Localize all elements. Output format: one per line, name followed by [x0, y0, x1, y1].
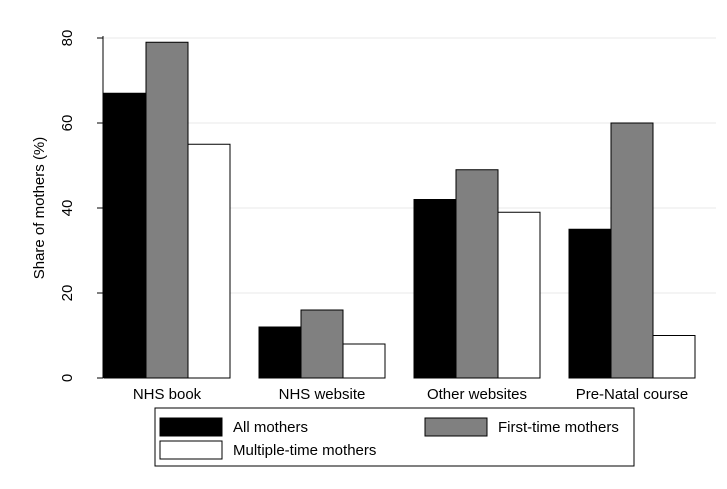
- bar: [145, 41, 189, 379]
- y-tick-label: 20: [59, 285, 76, 302]
- bar: [187, 143, 231, 379]
- bar: [103, 92, 147, 379]
- bar: [455, 169, 499, 379]
- bar: [497, 211, 541, 379]
- bar: [300, 309, 344, 379]
- x-tick-label: Pre-Natal course: [576, 386, 689, 403]
- legend-label: First-time mothers: [498, 419, 619, 436]
- bar: [413, 199, 457, 379]
- legend-label: Multiple-time mothers: [233, 442, 376, 459]
- legend-swatch: [159, 440, 223, 460]
- legend: [154, 407, 635, 467]
- legend-swatch: [424, 417, 488, 437]
- bar: [568, 228, 612, 379]
- x-tick-label: NHS book: [133, 386, 202, 403]
- bar: [652, 335, 696, 379]
- x-tick-label: NHS website: [279, 386, 366, 403]
- y-tick-label: 80: [59, 30, 76, 47]
- legend-label: All mothers: [233, 419, 308, 436]
- bar: [258, 326, 302, 379]
- y-tick-label: 40: [59, 200, 76, 217]
- legend-swatch: [159, 417, 223, 437]
- y-tick-label: 0: [59, 374, 76, 382]
- x-tick-label: Other websites: [427, 386, 527, 403]
- y-tick-label: 60: [59, 115, 76, 132]
- y-axis-label: Share of mothers (%): [31, 137, 48, 280]
- bar: [610, 122, 654, 379]
- bar: [342, 343, 386, 379]
